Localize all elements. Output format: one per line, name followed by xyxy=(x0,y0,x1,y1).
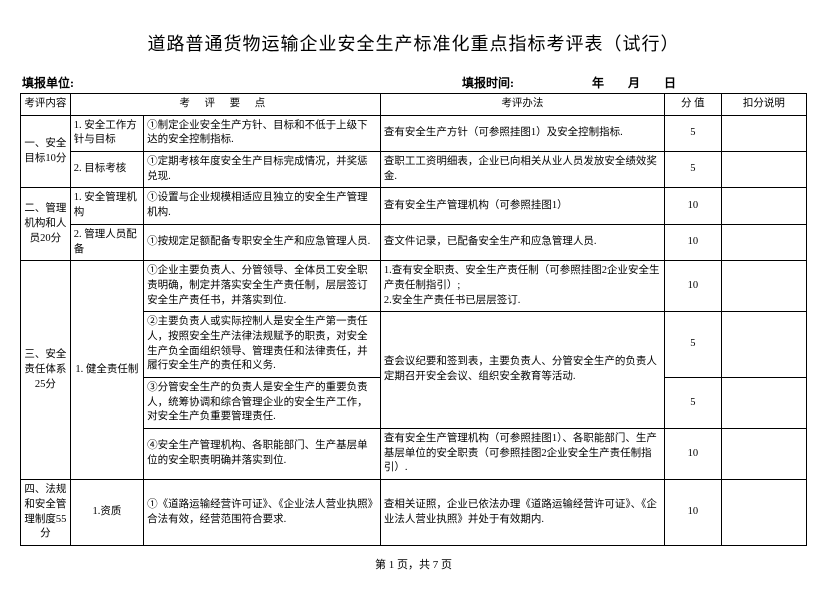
method-cell: 查职工工资明细表，企业已向相关从业人员发放安全绩效奖金. xyxy=(380,152,664,188)
col-score: 分 值 xyxy=(664,94,721,116)
point-cell: ①《道路运输经营许可证》、《企业法人营业执照》合法有效，经营范围符合要求. xyxy=(144,480,381,546)
table-row: 一、安全目标10分 1. 安全工作方针与目标 ①制定企业安全生产方针、目标和不低… xyxy=(21,115,807,151)
col-category: 考评内容 xyxy=(21,94,71,116)
point-cell: ②主要负责人或实际控制人是安全生产第一责任人，按照安全生产法律法规赋予的职责，对… xyxy=(144,312,381,378)
deduct-cell xyxy=(721,312,806,378)
point-cell: ①企业主要负责人、分管领导、全体员工安全职责明确，制定并落实安全生产责任制，层层… xyxy=(144,261,381,312)
page-title: 道路普通货物运输企业安全生产标准化重点指标考评表（试行） xyxy=(20,30,807,56)
cat-cell: 四、法规和安全管理制度55分 xyxy=(21,480,71,546)
method-cell: 查文件记录，已配备安全生产和应急管理人员. xyxy=(380,224,664,260)
date-ymd: 年 月 日 xyxy=(592,76,676,90)
point-cell: ①设置与企业规模相适应且独立的安全生产管理机构. xyxy=(144,188,381,224)
form-header: 填报单位: 填报时间: 年 月 日 xyxy=(20,74,807,91)
method-cell: 查有安全生产管理机构（可参照挂图1）、各职能部门、生产基层单位的安全职责（可参照… xyxy=(380,429,664,480)
sub-cell: 1. 健全责任制 xyxy=(70,261,143,480)
evaluation-table: 考评内容 考 评 要 点 考评办法 分 值 扣分说明 一、安全目标10分 1. … xyxy=(20,93,807,546)
score-cell: 10 xyxy=(664,480,721,546)
score-cell: 5 xyxy=(664,312,721,378)
page-number: 第 1 页，共 7 页 xyxy=(20,556,807,572)
date-parts xyxy=(517,76,589,90)
method-cell: 查相关证照，企业已依法办理《道路运输经营许可证》、《企业法人营业执照》并处于有效… xyxy=(380,480,664,546)
deduct-cell xyxy=(721,480,806,546)
sub-cell: 1. 安全工作方针与目标 xyxy=(70,115,143,151)
deduct-cell xyxy=(721,152,806,188)
point-cell: ③分管安全生产的负责人是安全生产的重要负责人，统筹协调和综合管理企业的安全生产工… xyxy=(144,378,381,429)
method-cell: 查有安全生产方针（可参照挂图1）及安全控制指标. xyxy=(380,115,664,151)
cat-cell: 二、管理机构和人员20分 xyxy=(21,188,71,261)
table-header-row: 考评内容 考 评 要 点 考评办法 分 值 扣分说明 xyxy=(21,94,807,116)
time-label: 填报时间: xyxy=(462,76,514,90)
score-cell: 5 xyxy=(664,152,721,188)
sub-cell: 2. 目标考核 xyxy=(70,152,143,188)
point-cell: ④安全生产管理机构、各职能部门、生产基层单位的安全职责明确并落实到位. xyxy=(144,429,381,480)
table-row: 二、管理机构和人员20分 1. 安全管理机构 ①设置与企业规模相适应且独立的安全… xyxy=(21,188,807,224)
point-cell: ①定期考核年度安全生产目标完成情况，并奖惩兑现. xyxy=(144,152,381,188)
method-cell: 查会议纪要和签到表，主要负责人、分管安全生产的负责人定期召开安全会议、组织安全教… xyxy=(380,312,664,429)
col-point: 考 评 要 点 xyxy=(70,94,380,116)
score-cell: 5 xyxy=(664,378,721,429)
col-deduct: 扣分说明 xyxy=(721,94,806,116)
score-cell: 10 xyxy=(664,224,721,260)
cat-cell: 三、安全责任体系25分 xyxy=(21,261,71,480)
deduct-cell xyxy=(721,115,806,151)
table-row: 三、安全责任体系25分 1. 健全责任制 ①企业主要负责人、分管领导、全体员工安… xyxy=(21,261,807,312)
sub-cell: 1.资质 xyxy=(70,480,143,546)
col-method: 考评办法 xyxy=(380,94,664,116)
unit-label: 填报单位: xyxy=(22,74,342,91)
point-cell: ①按规定足额配备专职安全生产和应急管理人员. xyxy=(144,224,381,260)
score-cell: 10 xyxy=(664,188,721,224)
score-cell: 10 xyxy=(664,429,721,480)
method-cell: 1.查有安全职责、安全生产责任制（可参照挂图2企业安全生产责任制指引）; 2.安… xyxy=(380,261,664,312)
sub-cell: 1. 安全管理机构 xyxy=(70,188,143,224)
deduct-cell xyxy=(721,188,806,224)
deduct-cell xyxy=(721,378,806,429)
cat-cell: 一、安全目标10分 xyxy=(21,115,71,188)
sub-cell: 2. 管理人员配备 xyxy=(70,224,143,260)
point-cell: ①制定企业安全生产方针、目标和不低于上级下达的安全控制指标. xyxy=(144,115,381,151)
table-row: 四、法规和安全管理制度55分 1.资质 ①《道路运输经营许可证》、《企业法人营业… xyxy=(21,480,807,546)
time-section: 填报时间: 年 月 日 xyxy=(342,74,805,91)
table-row: 2. 目标考核 ①定期考核年度安全生产目标完成情况，并奖惩兑现. 查职工工资明细… xyxy=(21,152,807,188)
score-cell: 5 xyxy=(664,115,721,151)
deduct-cell xyxy=(721,224,806,260)
deduct-cell xyxy=(721,429,806,480)
score-cell: 10 xyxy=(664,261,721,312)
method-cell: 查有安全生产管理机构（可参照挂图1） xyxy=(380,188,664,224)
table-row: 2. 管理人员配备 ①按规定足额配备专职安全生产和应急管理人员. 查文件记录，已… xyxy=(21,224,807,260)
deduct-cell xyxy=(721,261,806,312)
